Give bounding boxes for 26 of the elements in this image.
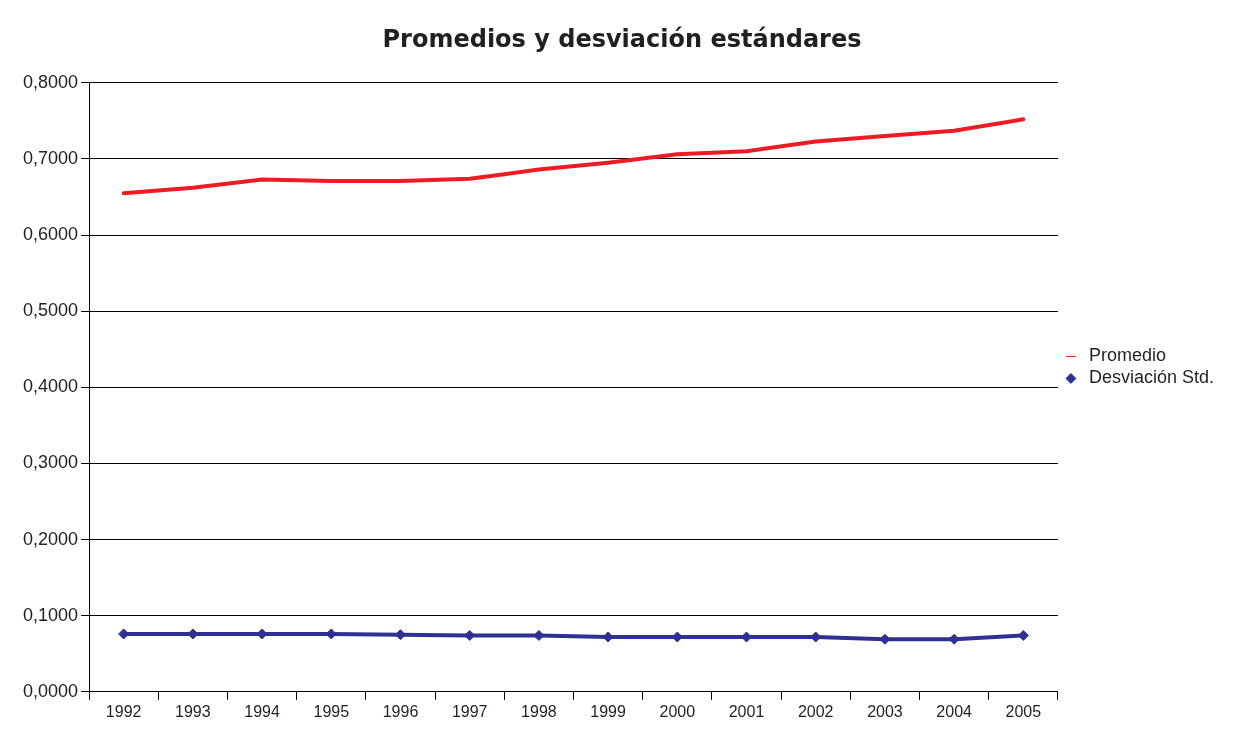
x-tick-label: 1999: [590, 702, 626, 720]
y-tick-label: 0,4000: [22, 376, 79, 397]
x-tick-label: 1992: [105, 702, 142, 720]
legend-label: Desviación Std.: [1088, 367, 1214, 388]
y-tick-label: 0,2000: [22, 528, 79, 549]
x-tick-label: 1993: [175, 702, 211, 720]
x-tick-label: 2001: [728, 702, 765, 720]
y-tick-label: 0,5000: [22, 300, 79, 321]
y-tick-label: 0,1000: [22, 604, 79, 625]
x-tick-label: 1997: [451, 702, 488, 720]
chart-title: Promedios y desviación estándares: [382, 24, 862, 53]
x-tick-label: 2002: [797, 702, 834, 720]
x-tick-label: 1996: [382, 702, 419, 720]
y-tick-label: 0,8000: [22, 71, 79, 92]
x-tick-label: 1994: [244, 702, 280, 720]
y-tick-label: 0,0000: [22, 680, 79, 701]
x-tick-label: 1998: [521, 702, 557, 720]
x-tick-label: 2000: [659, 702, 696, 720]
x-tick-label: 2004: [936, 702, 973, 720]
y-tick-label: 0,3000: [22, 452, 79, 473]
y-tick-label: 0,6000: [22, 224, 79, 245]
x-tick-label: 2005: [1005, 702, 1042, 720]
y-tick-label: 0,7000: [22, 147, 79, 168]
x-tick-label: 2003: [867, 702, 903, 720]
x-tick-label: 1995: [313, 702, 350, 720]
legend-label: Promedio: [1088, 345, 1166, 366]
